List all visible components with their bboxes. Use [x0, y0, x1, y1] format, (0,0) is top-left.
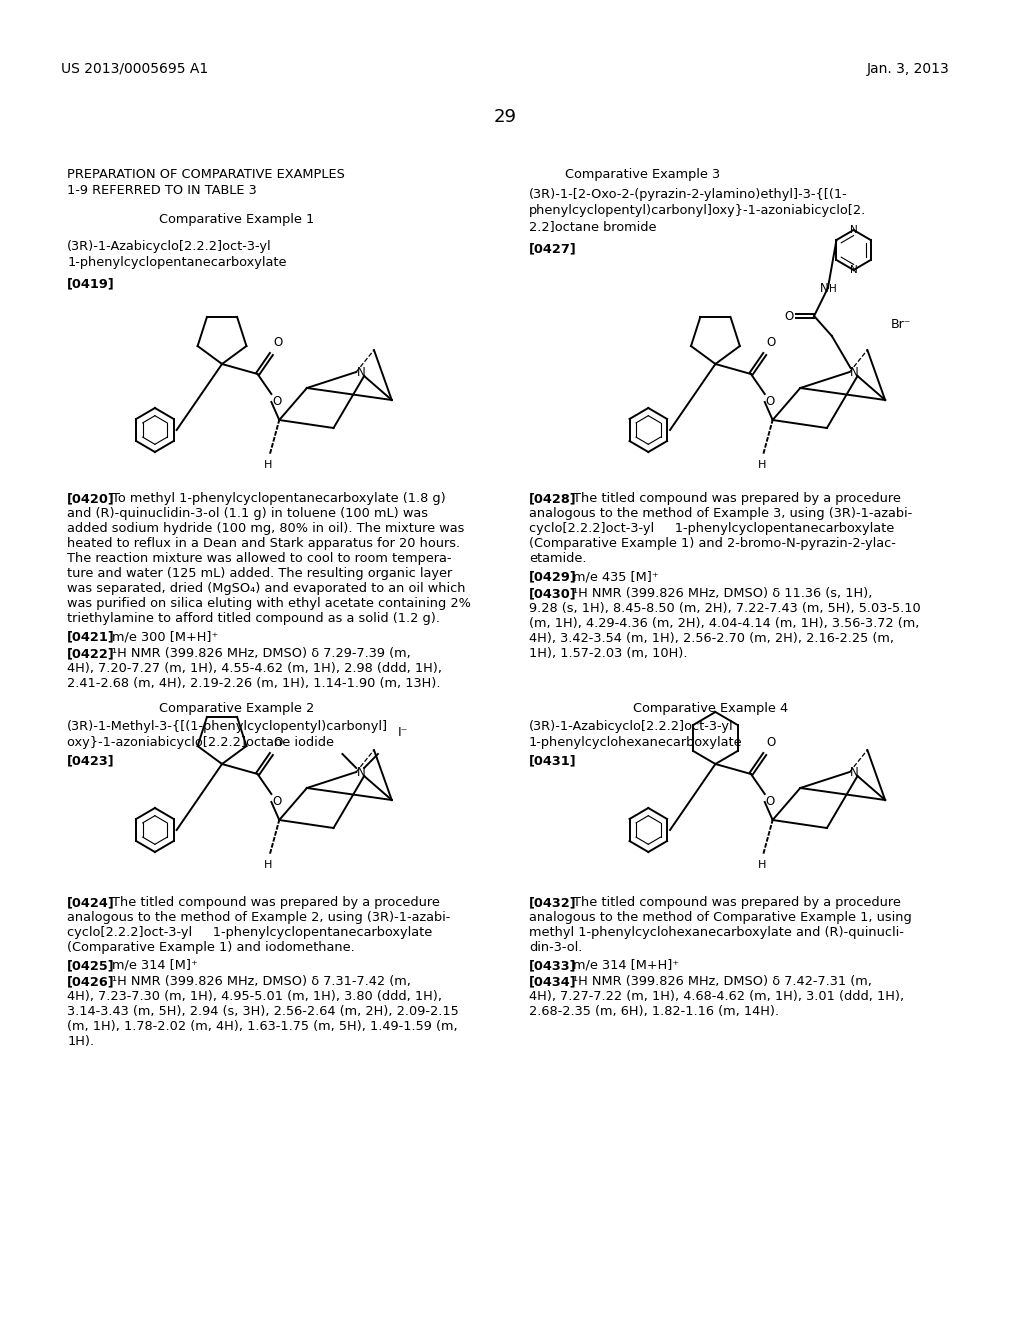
Text: Comparative Example 1: Comparative Example 1	[159, 213, 314, 226]
Text: [0431]: [0431]	[529, 754, 577, 767]
Text: (3R)-1-[2-Oxo-2-(pyrazin-2-ylamino)ethyl]-3-{[(1-: (3R)-1-[2-Oxo-2-(pyrazin-2-ylamino)ethyl…	[529, 187, 848, 201]
Text: (3R)-1-Azabicyclo[2.2.2]oct-3-yl: (3R)-1-Azabicyclo[2.2.2]oct-3-yl	[68, 240, 271, 253]
Text: ¹H NMR (399.826 MHz, DMSO) δ 7.42-7.31 (m,: ¹H NMR (399.826 MHz, DMSO) δ 7.42-7.31 (…	[573, 975, 872, 987]
Text: H: H	[264, 861, 272, 870]
Text: H: H	[264, 459, 272, 470]
Text: and (R)-quinuclidin-3-ol (1.1 g) in toluene (100 mL) was: and (R)-quinuclidin-3-ol (1.1 g) in tolu…	[68, 507, 428, 520]
Text: The titled compound was prepared by a procedure: The titled compound was prepared by a pr…	[573, 896, 901, 909]
Text: [0422]: [0422]	[68, 647, 115, 660]
Text: (3R)-1-Azabicyclo[2.2.2]oct-3-yl: (3R)-1-Azabicyclo[2.2.2]oct-3-yl	[529, 719, 733, 733]
Text: was separated, dried (MgSO₄) and evaporated to an oil which: was separated, dried (MgSO₄) and evapora…	[68, 582, 466, 595]
Text: [0430]: [0430]	[529, 587, 577, 601]
Text: I⁻: I⁻	[397, 726, 408, 738]
Text: O: O	[272, 395, 282, 408]
Text: 1H).: 1H).	[68, 1035, 94, 1048]
Text: Br⁻: Br⁻	[891, 318, 911, 330]
Text: 4H), 7.20-7.27 (m, 1H), 4.55-4.62 (m, 1H), 2.98 (ddd, 1H),: 4H), 7.20-7.27 (m, 1H), 4.55-4.62 (m, 1H…	[68, 663, 442, 675]
Text: Comparative Example 2: Comparative Example 2	[159, 702, 314, 715]
Text: [0425]: [0425]	[68, 960, 115, 972]
Text: 1-phenylcyclohexanecarboxylate: 1-phenylcyclohexanecarboxylate	[529, 737, 742, 748]
Text: [0434]: [0434]	[529, 975, 577, 987]
Text: 2.2]octane bromide: 2.2]octane bromide	[529, 220, 656, 234]
Text: N: N	[850, 265, 857, 275]
Text: [0432]: [0432]	[529, 896, 577, 909]
Text: The titled compound was prepared by a procedure: The titled compound was prepared by a pr…	[112, 896, 439, 909]
Text: N: N	[356, 367, 366, 380]
Text: (m, 1H), 4.29-4.36 (m, 2H), 4.04-4.14 (m, 1H), 3.56-3.72 (m,: (m, 1H), 4.29-4.36 (m, 2H), 4.04-4.14 (m…	[529, 616, 920, 630]
Text: m/e 300 [M+H]⁺: m/e 300 [M+H]⁺	[112, 630, 218, 643]
Text: N: N	[850, 224, 857, 235]
Text: 2.41-2.68 (m, 4H), 2.19-2.26 (m, 1H), 1.14-1.90 (m, 13H).: 2.41-2.68 (m, 4H), 2.19-2.26 (m, 1H), 1.…	[68, 677, 440, 690]
Text: cyclo[2.2.2]oct-3-yl     1-phenylcyclopentanecarboxylate: cyclo[2.2.2]oct-3-yl 1-phenylcyclopentan…	[529, 521, 894, 535]
Text: analogous to the method of Example 3, using (3R)-1-azabi-: analogous to the method of Example 3, us…	[529, 507, 912, 520]
Text: ¹H NMR (399.826 MHz, DMSO) δ 11.36 (s, 1H),: ¹H NMR (399.826 MHz, DMSO) δ 11.36 (s, 1…	[573, 587, 872, 601]
Text: H: H	[758, 459, 766, 470]
Text: 2.68-2.35 (m, 6H), 1.82-1.16 (m, 14H).: 2.68-2.35 (m, 6H), 1.82-1.16 (m, 14H).	[529, 1005, 779, 1018]
Text: cyclo[2.2.2]oct-3-yl     1-phenylcyclopentanecarboxylate: cyclo[2.2.2]oct-3-yl 1-phenylcyclopentan…	[68, 927, 432, 939]
Text: 3.14-3.43 (m, 5H), 2.94 (s, 3H), 2.56-2.64 (m, 2H), 2.09-2.15: 3.14-3.43 (m, 5H), 2.94 (s, 3H), 2.56-2.…	[68, 1005, 459, 1018]
Text: The reaction mixture was allowed to cool to room tempera-: The reaction mixture was allowed to cool…	[68, 552, 452, 565]
Text: H: H	[828, 284, 837, 294]
Text: 4H), 7.23-7.30 (m, 1H), 4.95-5.01 (m, 1H), 3.80 (ddd, 1H),: 4H), 7.23-7.30 (m, 1H), 4.95-5.01 (m, 1H…	[68, 990, 442, 1003]
Text: [0424]: [0424]	[68, 896, 115, 909]
Text: [0429]: [0429]	[529, 570, 577, 583]
Text: analogous to the method of Example 2, using (3R)-1-azabi-: analogous to the method of Example 2, us…	[68, 911, 451, 924]
Text: [0420]: [0420]	[68, 492, 115, 506]
Text: Comparative Example 3: Comparative Example 3	[565, 168, 720, 181]
Text: heated to reflux in a Dean and Stark apparatus for 20 hours.: heated to reflux in a Dean and Stark app…	[68, 537, 460, 550]
Text: added sodium hydride (100 mg, 80% in oil). The mixture was: added sodium hydride (100 mg, 80% in oil…	[68, 521, 465, 535]
Text: 1H), 1.57-2.03 (m, 10H).: 1H), 1.57-2.03 (m, 10H).	[529, 647, 687, 660]
Text: din-3-ol.: din-3-ol.	[529, 941, 583, 954]
Text: triethylamine to afford titled compound as a solid (1.2 g).: triethylamine to afford titled compound …	[68, 612, 440, 624]
Text: m/e 314 [M]⁺: m/e 314 [M]⁺	[112, 960, 198, 972]
Text: m/e 314 [M+H]⁺: m/e 314 [M+H]⁺	[573, 960, 680, 972]
Text: [0423]: [0423]	[68, 754, 115, 767]
Text: (Comparative Example 1) and 2-bromo-N-pyrazin-2-ylac-: (Comparative Example 1) and 2-bromo-N-py…	[529, 537, 896, 550]
Text: etamide.: etamide.	[529, 552, 587, 565]
Text: (Comparative Example 1) and iodomethane.: (Comparative Example 1) and iodomethane.	[68, 941, 355, 954]
Text: analogous to the method of Comparative Example 1, using: analogous to the method of Comparative E…	[529, 911, 911, 924]
Text: N: N	[850, 367, 859, 380]
Text: N: N	[356, 767, 366, 780]
Text: 4H), 3.42-3.54 (m, 1H), 2.56-2.70 (m, 2H), 2.16-2.25 (m,: 4H), 3.42-3.54 (m, 1H), 2.56-2.70 (m, 2H…	[529, 632, 894, 645]
Text: 1-phenylcyclopentanecarboxylate: 1-phenylcyclopentanecarboxylate	[68, 256, 287, 269]
Text: 1-9 REFERRED TO IN TABLE 3: 1-9 REFERRED TO IN TABLE 3	[68, 183, 257, 197]
Text: O: O	[273, 737, 283, 748]
Text: US 2013/0005695 A1: US 2013/0005695 A1	[61, 62, 209, 77]
Text: O: O	[766, 395, 775, 408]
Text: ¹H NMR (399.826 MHz, DMSO) δ 7.31-7.42 (m,: ¹H NMR (399.826 MHz, DMSO) δ 7.31-7.42 (…	[112, 975, 411, 987]
Text: (m, 1H), 1.78-2.02 (m, 4H), 1.63-1.75 (m, 5H), 1.49-1.59 (m,: (m, 1H), 1.78-2.02 (m, 4H), 1.63-1.75 (m…	[68, 1020, 458, 1034]
Text: (3R)-1-Methyl-3-{[(1-phenylcyclopentyl)carbonyl]: (3R)-1-Methyl-3-{[(1-phenylcyclopentyl)c…	[68, 719, 388, 733]
Text: was purified on silica eluting with ethyl acetate containing 2%: was purified on silica eluting with ethy…	[68, 597, 471, 610]
Text: To methyl 1-phenylcyclopentanecarboxylate (1.8 g): To methyl 1-phenylcyclopentanecarboxylat…	[112, 492, 445, 506]
Text: O: O	[273, 337, 283, 348]
Text: [0426]: [0426]	[68, 975, 115, 987]
Text: 29: 29	[494, 108, 517, 125]
Text: [0427]: [0427]	[529, 242, 577, 255]
Text: O: O	[767, 737, 776, 748]
Text: O: O	[766, 795, 775, 808]
Text: [0428]: [0428]	[529, 492, 577, 506]
Text: Comparative Example 4: Comparative Example 4	[633, 702, 788, 715]
Text: oxy}-1-azoniabicyclo[2.2.2]octane iodide: oxy}-1-azoniabicyclo[2.2.2]octane iodide	[68, 737, 334, 748]
Text: 9.28 (s, 1H), 8.45-8.50 (m, 2H), 7.22-7.43 (m, 5H), 5.03-5.10: 9.28 (s, 1H), 8.45-8.50 (m, 2H), 7.22-7.…	[529, 602, 921, 615]
Text: O: O	[272, 795, 282, 808]
Text: O: O	[767, 337, 776, 348]
Text: N: N	[820, 282, 828, 296]
Text: [0421]: [0421]	[68, 630, 115, 643]
Text: H: H	[758, 861, 766, 870]
Text: N: N	[850, 767, 859, 780]
Text: ¹H NMR (399.826 MHz, DMSO) δ 7.29-7.39 (m,: ¹H NMR (399.826 MHz, DMSO) δ 7.29-7.39 (…	[112, 647, 411, 660]
Text: phenylcyclopentyl)carbonyl]oxy}-1-azoniabicyclo[2.: phenylcyclopentyl)carbonyl]oxy}-1-azonia…	[529, 205, 866, 216]
Text: [0433]: [0433]	[529, 960, 577, 972]
Text: PREPARATION OF COMPARATIVE EXAMPLES: PREPARATION OF COMPARATIVE EXAMPLES	[68, 168, 345, 181]
Text: 4H), 7.27-7.22 (m, 1H), 4.68-4.62 (m, 1H), 3.01 (ddd, 1H),: 4H), 7.27-7.22 (m, 1H), 4.68-4.62 (m, 1H…	[529, 990, 904, 1003]
Text: The titled compound was prepared by a procedure: The titled compound was prepared by a pr…	[573, 492, 901, 506]
Text: ture and water (125 mL) added. The resulting organic layer: ture and water (125 mL) added. The resul…	[68, 568, 453, 579]
Text: Jan. 3, 2013: Jan. 3, 2013	[866, 62, 949, 77]
Text: [0419]: [0419]	[68, 277, 115, 290]
Text: O: O	[784, 309, 794, 322]
Text: m/e 435 [M]⁺: m/e 435 [M]⁺	[573, 570, 659, 583]
Text: methyl 1-phenylcyclohexanecarboxylate and (R)-quinucli-: methyl 1-phenylcyclohexanecarboxylate an…	[529, 927, 904, 939]
